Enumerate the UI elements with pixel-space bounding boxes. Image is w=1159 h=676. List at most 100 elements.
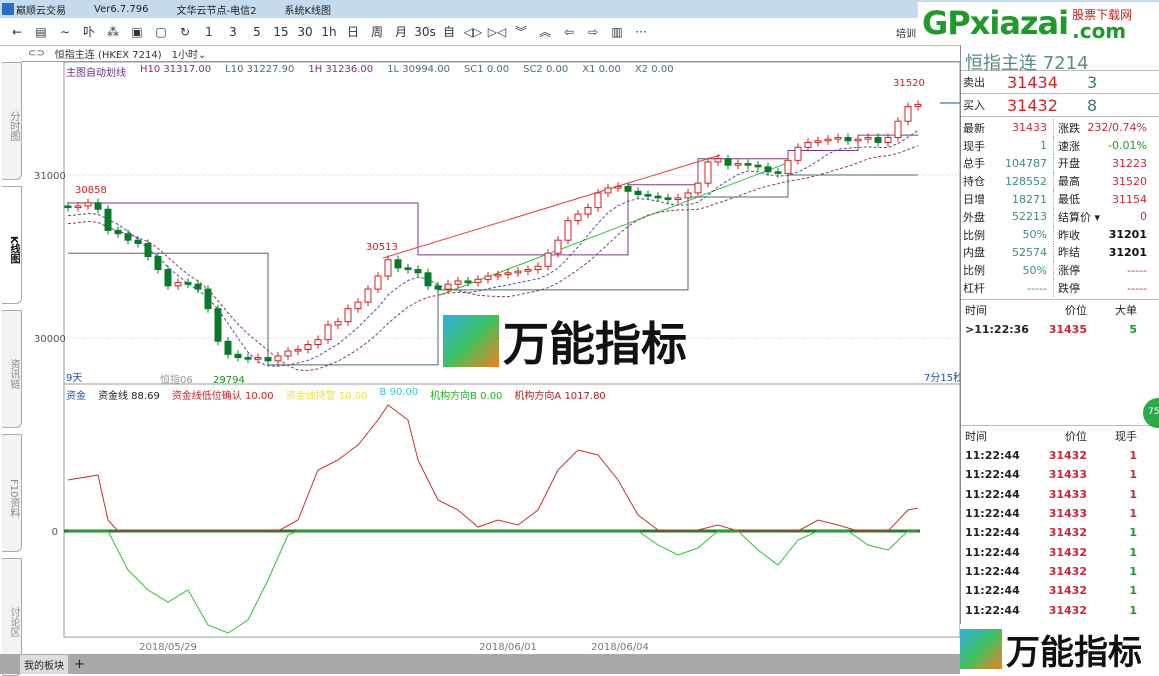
stat-label: 内盘 [963,246,985,260]
big-order-row: >11:22:36 31435 5 [961,320,1159,339]
candle [434,285,442,290]
stat-value: 1 [1040,139,1047,153]
candle [754,164,762,168]
stat-value: 52574 [1012,245,1047,259]
tick-row: 11:22:44 31433 1 [961,504,1159,523]
x-tick-label: 2018/06/04 [591,642,649,653]
candle [834,137,842,140]
site-name: GPxiazai [922,4,1069,42]
toolbar-button[interactable]: ▥ [611,24,623,39]
quote-stat-row: 速涨 -0.01% [1053,136,1153,155]
period-select[interactable]: 1小时⌄ [172,46,207,61]
kline-chart[interactable]: 31000 30000 2018/05/29 2018/06/01 2018/06/04… [22,62,960,654]
time: 11:22:44 [965,487,1020,501]
add-tab-button[interactable]: + [74,656,85,672]
candle [214,308,222,342]
quote-stat-row: 外盘 52213 [963,208,1053,226]
candle [854,138,862,142]
upper-band-line [68,134,918,256]
candle [284,350,292,357]
stat-label: 最低 [1058,193,1080,207]
my-sector-tab[interactable]: 我的板块 [20,654,68,674]
time: 11:22:44 [965,507,1020,521]
candle [424,272,432,287]
toolbar-button[interactable]: 卟 [82,25,95,39]
candle [444,283,452,290]
toolbar-button[interactable]: ▷◁ [487,24,507,39]
toolbar-button[interactable]: 30 [297,24,313,39]
link-icon: ⊂⊃ [28,48,45,59]
toolbar-button[interactable]: ← [11,24,23,39]
toolbar-button[interactable]: ↻ [179,24,191,39]
candle [204,288,212,310]
toolbar-button[interactable]: ︽ [538,25,551,39]
toolbar-button[interactable]: ︾ [514,25,527,39]
logo-watermark-center: 万能指标 [443,308,687,374]
left-tab[interactable]: K线图 [2,186,22,304]
toolbar-button[interactable]: 月 [394,25,407,39]
left-tab[interactable]: 分时图 [2,62,22,180]
toolbar-button[interactable]: ∼ [59,24,71,39]
main-legend-item: X1 0.00 [582,64,621,75]
toolbar-button[interactable]: 1h [321,24,337,39]
toolbar-button[interactable]: 5 [253,24,261,39]
toolbar-button[interactable]: ⇦ [563,24,575,39]
stat-label: 涨跌 [1058,121,1080,135]
time: 11:22:44 [965,603,1020,617]
left-tab[interactable]: 资讯链 [2,310,22,428]
candle [704,161,712,184]
toolbar-button[interactable]: 1 [205,24,213,39]
toolbar-button[interactable]: 15 [273,24,289,39]
toolbar-button[interactable]: 30s [414,24,436,39]
floating-badge[interactable]: 75 [1143,398,1159,428]
toolbar-button[interactable]: ◁▷ [463,24,483,39]
toolbar-button[interactable]: ▣ [131,24,143,39]
toolbar-button[interactable]: ▤ [35,24,47,39]
col-time: 时间 [965,303,987,317]
main-legend-item: 1L 30994.00 [387,64,450,75]
toolbar-button[interactable]: ⇨ [587,24,599,39]
toolbar-button[interactable]: 3 [229,24,237,39]
main-indicator-select[interactable]: 主图自动划线 [66,68,126,79]
toolbar-button[interactable]: ··· [635,24,647,39]
candle [664,197,672,200]
quote-stat-row: 涨跌 232/0.74% [1053,119,1153,137]
candle [264,357,272,362]
site-sub: 股票下载网 [1072,8,1133,22]
quote-stat-row: 结算价 ▾ 0 [1053,207,1153,226]
candle [244,357,252,360]
toolbar-button[interactable]: 周 [370,25,383,39]
time: 11:22:44 [965,545,1020,559]
price: 31432 [1048,545,1087,559]
title-bar: 巅顺云交易 Ver6.7.796 文华云节点-电信2 系统K线图 [0,0,1159,18]
toolbar-button[interactable]: ⁂ [107,24,119,39]
candle [604,187,612,194]
symbol-label[interactable]: 恒指主连 (HKEX 7214) [54,50,162,61]
sub-indicator-select[interactable]: 资金 [66,391,86,402]
tick-list[interactable]: 时间 价位 现手 11:22:44 31432 1 11:22:44 31433 1 11:22… [961,425,1159,620]
bid-row[interactable]: 买入 31432 8 [961,94,1159,117]
candle [574,213,582,222]
left-tab[interactable]: F10资料 [2,434,22,552]
toolbar-button[interactable]: ▢ [155,24,167,39]
stat-label: 最高 [1058,175,1080,189]
ask-row[interactable]: 卖出 31434 3 [961,71,1159,94]
trend-line [439,161,791,296]
quote-stat-row: 现手 1 [963,137,1053,155]
stat-label: 比例 [963,264,985,278]
price: 31435 [1048,323,1087,337]
main-legend-item: SC1 0.00 [463,64,510,75]
quote-stat-row: 最低 31154 [1053,190,1153,208]
candle [324,324,332,341]
bid-label: 买入 [963,99,985,112]
stat-value: 31433 [1012,121,1047,135]
candle [234,353,242,359]
training-label[interactable]: 培训 [896,29,916,40]
quote-stat-row: 开盘 31223 [1053,154,1153,173]
app-version: Ver6.7.796 [94,3,149,15]
toolbar-button[interactable]: 日 [346,25,359,39]
candle [344,308,352,323]
candle [614,185,622,189]
toolbar-button[interactable]: 自 [442,25,455,39]
stat-label: 日增 [963,193,985,207]
